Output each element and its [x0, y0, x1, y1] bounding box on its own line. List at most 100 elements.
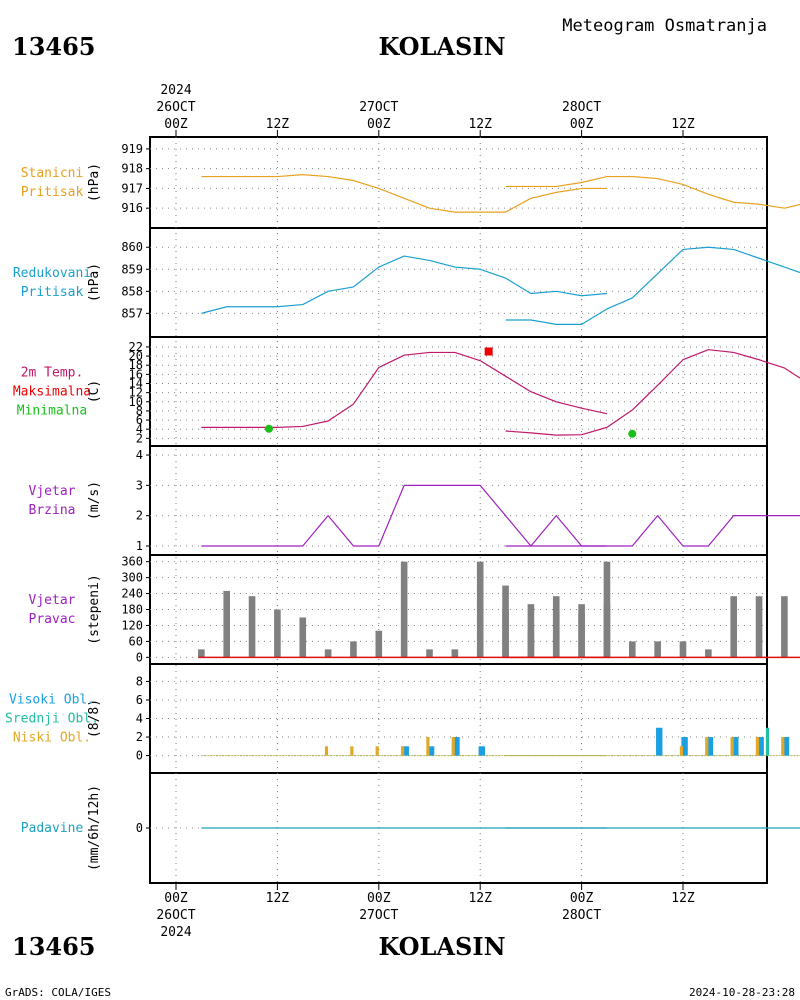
- y-tick-label: 60: [129, 634, 143, 648]
- direction-bar: [578, 613, 585, 658]
- y-tick-label: 22: [129, 340, 143, 354]
- min-temp-marker: [628, 429, 637, 438]
- time-tick-label: 12Z: [266, 891, 290, 906]
- y-tick-label: 3: [136, 478, 143, 492]
- direction-bar: [400, 561, 408, 658]
- y-tick-label: 8: [136, 674, 143, 688]
- y-tick-label: 0: [136, 821, 143, 835]
- direction-bar: [350, 641, 357, 658]
- cloud-bar: [453, 737, 460, 756]
- y-tick-label: 6: [136, 693, 143, 707]
- cloud-bar: [679, 746, 683, 756]
- cloud-bar: [656, 727, 663, 756]
- panel-label: 2m Temp.: [21, 366, 84, 381]
- series-line: [201, 484, 607, 547]
- station-name-bottom: KOLASIN: [378, 932, 505, 961]
- cloud-bar: [324, 746, 329, 756]
- station-name-top: KOLASIN: [378, 32, 505, 61]
- y-tick-label: 120: [121, 618, 143, 632]
- cloud-bar: [478, 746, 485, 756]
- series-line: [505, 515, 800, 547]
- cloud-bar: [705, 737, 709, 756]
- cloud-bar: [427, 746, 435, 756]
- time-tick-label: 12Z: [671, 117, 695, 132]
- panel-cloud-cover: 0 2 4 6 8 (8/8)Visoki Obl. Srednji Obl. Niski O…: [5, 674, 800, 763]
- time-tick-label: 12Z: [671, 891, 695, 906]
- y-tick-label: 0: [136, 749, 143, 763]
- panel-reduced-pressure: 857 858 859 860 (hPa)Redukovani Pritisak: [13, 240, 800, 325]
- y-tick-label: 20: [129, 349, 143, 363]
- y-tick-label: 4: [136, 712, 143, 726]
- cloud-bar: [426, 737, 430, 756]
- direction-bar: [451, 649, 459, 658]
- cloud-bar: [730, 737, 734, 756]
- y-tick-label: 2: [136, 730, 143, 744]
- cloud-bar: [765, 727, 770, 756]
- panel-label: Stanicni: [21, 166, 84, 181]
- station-id-top: 13465: [12, 32, 96, 61]
- direction-bar: [375, 630, 383, 658]
- cloud-bar: [732, 737, 739, 756]
- series-line: [201, 351, 608, 428]
- y-tick-label: 6: [136, 413, 143, 427]
- y-tick-label: 360: [121, 555, 143, 569]
- date-label: 28OCT: [562, 100, 601, 115]
- cloud-bar: [400, 746, 405, 756]
- date-label: 27OCT: [359, 908, 398, 923]
- y-tick-label: 1: [136, 539, 143, 553]
- cloud-bar: [402, 746, 409, 756]
- direction-bar: [755, 596, 763, 658]
- panel-label: Redukovani: [13, 266, 91, 281]
- direction-bar: [654, 641, 661, 658]
- direction-bar: [324, 649, 332, 658]
- year-label: 2024: [160, 925, 191, 940]
- y-axis-label: (8/8): [87, 699, 102, 738]
- cloud-bar: [681, 737, 688, 756]
- y-tick-label: 4: [136, 448, 143, 462]
- panel-label: Brzina: [29, 503, 76, 518]
- y-tick-label: 14: [129, 377, 143, 391]
- year-label: 2024: [160, 83, 191, 98]
- direction-bar: [223, 590, 230, 658]
- time-tick-label: 00Z: [367, 891, 391, 906]
- panel-label: Srednji Obl.: [5, 712, 99, 727]
- time-tick-label: 00Z: [367, 117, 391, 132]
- direction-bar: [552, 609, 560, 658]
- y-axis-label: (mm/6h/12h): [87, 785, 102, 871]
- panel-label: Pritisak: [21, 285, 84, 300]
- direction-bar: [426, 649, 433, 658]
- credit-text: GrADS: COLA/IGES: [5, 986, 111, 999]
- y-axis-label: (m/s): [87, 481, 102, 520]
- panel-wind-speed: 1 2 3 4 (m/s) Vjetar Brzina: [29, 448, 800, 553]
- cloud-bar: [757, 737, 764, 756]
- y-tick-label: 0: [136, 650, 143, 664]
- direction-bar: [198, 649, 205, 658]
- y-tick-label: 919: [121, 142, 143, 156]
- y-tick-label: 916: [121, 201, 143, 215]
- panel-label: Vjetar: [29, 593, 76, 608]
- y-tick-label: 858: [121, 284, 143, 298]
- panel-label: Minimalna: [17, 404, 87, 419]
- cloud-bar: [451, 737, 455, 756]
- time-tick-label: 12Z: [468, 117, 492, 132]
- direction-bar: [705, 649, 712, 658]
- station-id-bottom: 13465: [12, 932, 96, 961]
- y-tick-label: 8: [136, 404, 143, 418]
- direction-bar: [502, 609, 509, 658]
- y-tick-label: 240: [121, 587, 143, 601]
- series-line: [505, 175, 800, 209]
- time-tick-label: 12Z: [468, 891, 492, 906]
- date-label: 28OCT: [562, 908, 601, 923]
- y-tick-label: 16: [129, 367, 143, 381]
- y-tick-label: 859: [121, 262, 143, 276]
- direction-bar: [679, 641, 687, 658]
- panel-label: Niski Obl.: [13, 731, 91, 746]
- cloud-bar: [350, 746, 354, 756]
- series-line: [505, 246, 800, 325]
- y-tick-label: 917: [121, 181, 143, 195]
- series-line: [505, 349, 800, 436]
- product-title: Meteogram Osmatranja: [562, 16, 767, 36]
- time-tick-label: 00Z: [570, 891, 594, 906]
